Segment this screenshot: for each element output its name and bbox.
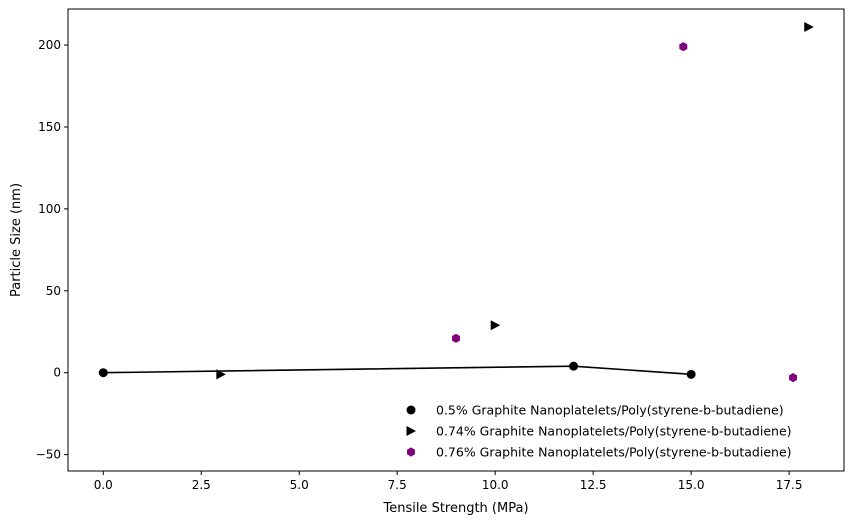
plot-frame xyxy=(67,8,845,472)
data-point-series-3 xyxy=(452,333,460,343)
data-point-series-2 xyxy=(490,320,501,331)
y-tick-label: −50 xyxy=(36,448,61,462)
x-tick-label: 17.5 xyxy=(776,478,803,492)
legend-label-1: 0.5% Graphite Nanoplatelets/Poly(styrene… xyxy=(436,403,784,418)
y-axis-label: Particle Size (nm) xyxy=(9,183,24,297)
plot-area xyxy=(68,9,844,471)
legend-label-3: 0.76% Graphite Nanoplatelets/Poly(styren… xyxy=(436,445,792,460)
data-point-series-1 xyxy=(569,361,579,371)
legend-marker-1 xyxy=(406,405,416,415)
data-point-series-2 xyxy=(216,369,226,380)
x-axis-label: Tensile Strength (MPa) xyxy=(382,501,528,516)
legend-label-2: 0.74% Graphite Nanoplatelets/Poly(styren… xyxy=(436,424,792,439)
legend: 0.5% Graphite Nanoplatelets/Poly(styrene… xyxy=(406,403,792,460)
y-tick-label: 100 xyxy=(38,202,61,216)
y-tick-label: 0 xyxy=(53,366,61,380)
chart-marks xyxy=(98,22,814,383)
data-point-series-2 xyxy=(804,22,814,33)
y-tick-label: 50 xyxy=(46,284,61,298)
x-tick-label: 5.0 xyxy=(290,478,309,492)
legend-marker-2 xyxy=(406,426,416,436)
legend-marker-3 xyxy=(407,447,415,457)
data-point-series-3 xyxy=(679,42,688,52)
x-tick-label: 7.5 xyxy=(388,478,407,492)
x-axis-ticks: 0.0 2.5 5.0 7.5 10.0 12.5 15.0 17.5 xyxy=(94,471,803,492)
x-tick-label: 2.5 xyxy=(192,478,211,492)
x-tick-label: 15.0 xyxy=(678,478,705,492)
data-point-series-3 xyxy=(789,373,798,383)
y-axis-ticks: −50 0 50 100 150 200 xyxy=(36,38,68,462)
x-tick-label: 10.0 xyxy=(482,478,509,492)
x-tick-label: 12.5 xyxy=(580,478,607,492)
x-tick-label: 0.0 xyxy=(94,478,113,492)
y-tick-label: 150 xyxy=(38,120,61,134)
data-point-series-1 xyxy=(98,368,108,378)
data-point-series-1 xyxy=(686,369,696,379)
y-tick-label: 200 xyxy=(38,38,61,52)
